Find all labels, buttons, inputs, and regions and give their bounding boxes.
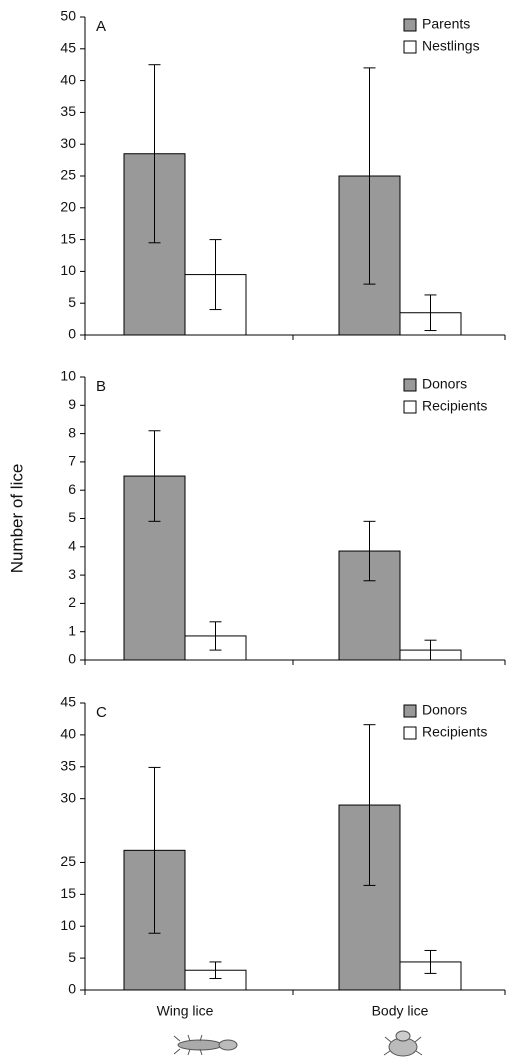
y-tick-label: 5 (68, 294, 76, 310)
legend-label: Recipients (422, 398, 487, 414)
y-tick-label: 25 (60, 167, 76, 183)
y-tick-label: 20 (60, 199, 76, 215)
y-tick-label: 30 (60, 135, 76, 151)
y-tick-label: 30 (60, 789, 76, 805)
y-tick-label: 0 (68, 981, 76, 997)
y-tick-label: 5 (68, 509, 76, 525)
y-tick-label: 0 (68, 651, 76, 667)
x-tick-label: Body lice (372, 1003, 429, 1019)
error-bar (363, 520, 376, 582)
y-tick-label: 35 (60, 103, 76, 119)
body-louse-icon (383, 1030, 423, 1057)
y-tick-label: 4 (68, 538, 76, 554)
legend-swatch (403, 400, 417, 414)
y-tick-label: 3 (68, 566, 76, 582)
error-bar (424, 639, 437, 661)
y-tick-label: 35 (60, 757, 76, 773)
panel-label: B (96, 378, 106, 395)
y-tick-label: 10 (60, 917, 76, 933)
error-bar (363, 67, 376, 285)
wing-louse-icon (173, 1034, 238, 1056)
y-tick-label: 45 (60, 40, 76, 56)
y-tick-label: 0 (68, 326, 76, 342)
panel-label: A (96, 18, 106, 35)
y-tick-label: 40 (60, 726, 76, 742)
y-tick-label: 10 (60, 368, 76, 384)
y-axis-label: Number of lice (7, 464, 26, 574)
legend-swatch (403, 704, 417, 718)
legend-swatch (403, 726, 417, 740)
error-bar (424, 949, 437, 974)
y-tick-label: 10 (60, 262, 76, 278)
legend-label: Donors (422, 376, 467, 392)
y-tick-label: 45 (60, 694, 76, 710)
error-bar (209, 239, 222, 311)
y-tick-label: 15 (60, 230, 76, 246)
panel-label: C (96, 704, 107, 721)
legend-label: Nestlings (422, 38, 480, 54)
error-bar (209, 621, 222, 651)
error-bar (148, 430, 161, 522)
y-tick-label: 6 (68, 481, 76, 497)
error-bar (209, 961, 222, 980)
error-bar (363, 724, 376, 886)
legend-swatch (403, 378, 417, 392)
y-tick-label: 25 (60, 853, 76, 869)
y-tick-label: 2 (68, 594, 76, 610)
y-tick-label: 1 (68, 622, 76, 638)
legend-label: Recipients (422, 724, 487, 740)
legend-label: Donors (422, 702, 467, 718)
y-tick-label: 15 (60, 885, 76, 901)
error-bar (148, 64, 161, 244)
legend-swatch (403, 40, 417, 54)
legend-label: Parents (422, 16, 470, 32)
error-bar (148, 766, 161, 934)
y-tick-label: 9 (68, 396, 76, 412)
y-tick-label: 7 (68, 453, 76, 469)
y-tick-label: 40 (60, 71, 76, 87)
y-tick-label: 50 (60, 8, 76, 24)
y-tick-label: 5 (68, 949, 76, 965)
x-tick-label: Wing lice (157, 1003, 214, 1019)
error-bar (424, 294, 437, 332)
legend-swatch (403, 18, 417, 32)
y-tick-label: 8 (68, 424, 76, 440)
